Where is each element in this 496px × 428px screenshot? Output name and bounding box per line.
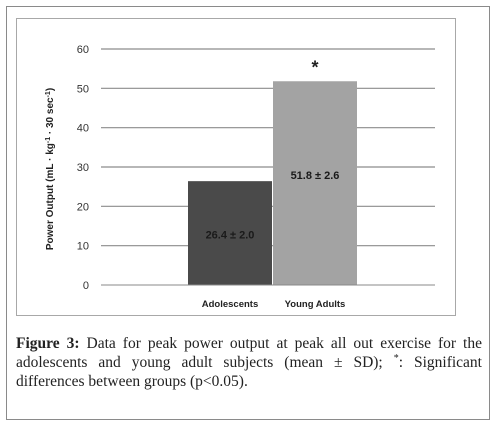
y-axis-label: Power Output (mL · kg-1 · 30 sec-1) xyxy=(45,88,57,250)
figure-frame xyxy=(6,6,490,420)
y-tick-label: 60 xyxy=(77,44,89,56)
figure-caption: Figure 3: Data for peak power output at … xyxy=(16,334,482,391)
y-axis-label-sup2: -1 xyxy=(45,91,52,97)
caption-text: Data for peak power output at peak all o… xyxy=(16,335,482,371)
y-tick-label: 30 xyxy=(77,162,89,174)
bars: 26.4 ± 2.0 51.8 ± 2.6 xyxy=(188,81,357,286)
bar-young-adults xyxy=(273,81,357,286)
chart-container: 0 10 20 30 40 50 60 26.4 ± 2.0 51.8 ± 2.6 Adole… xyxy=(16,18,456,316)
caption-text-end: : Significant differences between groups… xyxy=(16,354,482,390)
y-axis-label-main: Power Output (mL · kg xyxy=(45,143,56,250)
gridlines xyxy=(101,48,435,247)
annotations: * xyxy=(311,57,318,77)
y-tick-label: 10 xyxy=(77,241,89,253)
y-axis-label-sup1: -1 xyxy=(45,137,52,143)
y-tick-label: 0 xyxy=(83,280,89,292)
y-tick-label: 40 xyxy=(77,123,89,135)
bar-value-label: 26.4 ± 2.0 xyxy=(206,229,255,241)
y-tick-labels: 0 10 20 30 40 50 60 xyxy=(77,44,89,292)
x-tick-label: Adolescents xyxy=(202,299,259,310)
bar-adolescents xyxy=(188,181,272,285)
y-axis-label-mid: · 30 sec xyxy=(45,97,56,137)
y-tick-label: 20 xyxy=(77,201,89,213)
x-tick-labels: Adolescents Young Adults xyxy=(202,299,346,310)
x-tick-label: Young Adults xyxy=(285,299,346,310)
significance-asterisk: * xyxy=(311,57,318,77)
bar-value-label: 51.8 ± 2.6 xyxy=(291,170,340,182)
caption-sup: * xyxy=(393,352,399,364)
caption-label: Figure 3: xyxy=(16,335,80,352)
y-axis-label-end: ) xyxy=(45,88,56,91)
bar-chart: 0 10 20 30 40 50 60 26.4 ± 2.0 51.8 ± 2.6 Adole… xyxy=(45,44,435,310)
y-tick-label: 50 xyxy=(77,83,89,95)
